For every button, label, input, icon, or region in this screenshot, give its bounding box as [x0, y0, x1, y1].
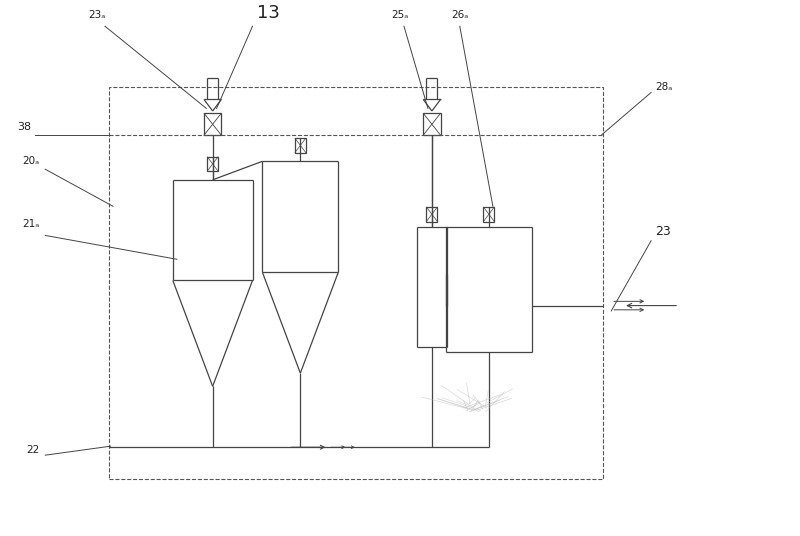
Bar — [483, 207, 494, 222]
Bar — [109, 87, 603, 479]
Text: 22: 22 — [26, 444, 40, 455]
Text: 13: 13 — [257, 4, 280, 23]
Bar — [204, 113, 222, 135]
Bar — [423, 113, 441, 135]
Text: 21ₐ: 21ₐ — [22, 219, 40, 229]
Bar — [207, 157, 218, 172]
Text: 25ₐ: 25ₐ — [391, 10, 409, 20]
Text: 20ₐ: 20ₐ — [22, 156, 40, 166]
Bar — [426, 207, 438, 222]
Bar — [294, 138, 306, 153]
Text: 38: 38 — [18, 122, 32, 131]
Text: 26ₐ: 26ₐ — [451, 10, 469, 20]
Text: 28ₐ: 28ₐ — [655, 82, 672, 92]
Text: 23: 23 — [655, 226, 671, 239]
Text: 23ₐ: 23ₐ — [89, 10, 106, 20]
